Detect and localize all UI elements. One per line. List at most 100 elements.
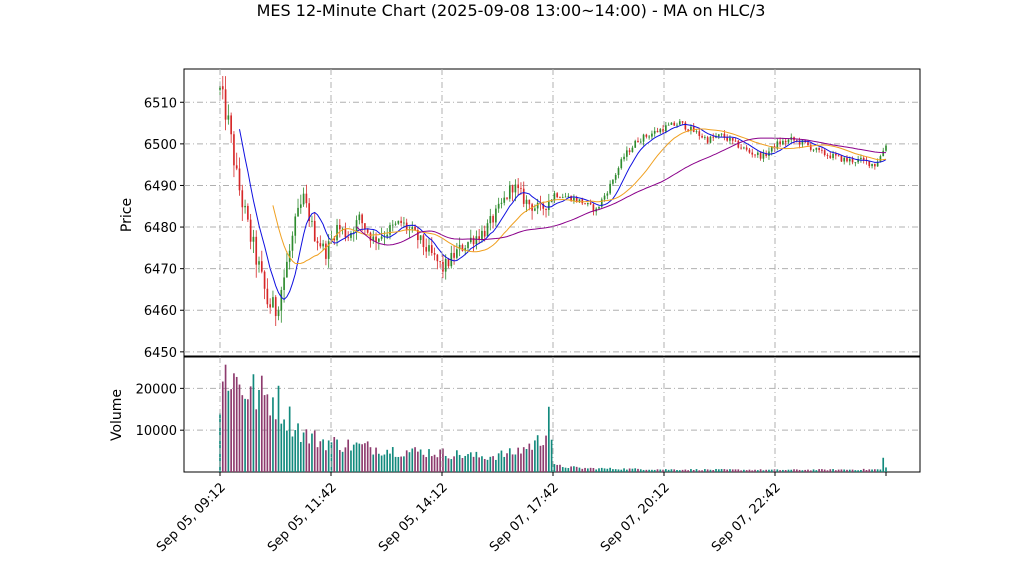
candle-body [564, 196, 567, 198]
candle-body [759, 152, 762, 159]
volume-bar [258, 390, 260, 472]
volume-bar [514, 454, 517, 472]
volume-bar [383, 454, 386, 472]
candle-body [247, 205, 249, 220]
volume-bar [230, 389, 232, 472]
price-tick-label: 6450 [144, 346, 177, 361]
candle-body [508, 185, 511, 199]
candle-body [338, 225, 341, 230]
candle-body [642, 134, 645, 142]
candle-body [676, 124, 678, 126]
volume-bar [826, 470, 829, 472]
volume-bar [302, 432, 305, 472]
volume-bar [832, 469, 834, 472]
chart-title: MES 12-Minute Chart (2025-09-08 13:00~14… [257, 1, 766, 20]
candle-body [414, 226, 416, 230]
volume-bar [882, 457, 885, 472]
volume-bar [759, 469, 762, 472]
volume-bar [469, 452, 472, 472]
candle-body [439, 261, 441, 262]
volume-bar [720, 469, 723, 472]
candle-body [352, 232, 355, 234]
candle-body [467, 242, 469, 249]
volume-bar [508, 448, 511, 472]
candle-body [731, 137, 734, 141]
candle-body [600, 199, 603, 207]
candle-body [687, 129, 689, 131]
volume-bar [634, 468, 637, 472]
candle-body [846, 157, 848, 162]
candle-body [266, 288, 269, 305]
volume-bar [233, 373, 235, 472]
volume-bar [559, 464, 561, 472]
candle-body [260, 261, 263, 272]
volume-bar [313, 430, 316, 472]
volume-bar [678, 470, 681, 472]
volume-bar [397, 456, 400, 472]
candle-body [277, 310, 280, 317]
volume-bar [575, 466, 578, 472]
candle-body [500, 202, 503, 204]
candle-body [879, 156, 882, 162]
volume-bar [489, 456, 492, 472]
volume-bar [286, 430, 288, 472]
candle-body [389, 225, 391, 235]
candle-body [475, 236, 478, 245]
candle-body [433, 252, 436, 255]
candle-body [489, 216, 492, 224]
candle-body [823, 150, 826, 155]
candle-body [481, 230, 483, 240]
candle-body [770, 146, 773, 152]
candle-body [386, 234, 389, 237]
candle-body [453, 252, 455, 258]
candle-body [812, 149, 815, 151]
moving-averages [239, 123, 887, 301]
candle-body [525, 199, 528, 204]
candle-body [835, 153, 837, 156]
volume-bar [283, 419, 285, 472]
volume-tick-label: 10000 [136, 424, 177, 439]
volume-bar [857, 470, 859, 472]
candle-body [249, 219, 252, 242]
candle-body [695, 131, 698, 133]
candle-body [550, 200, 553, 202]
candle-body [706, 137, 709, 143]
volume-bar [442, 448, 444, 472]
candle-body [628, 150, 631, 153]
volume-bar [879, 469, 882, 472]
candle-body [801, 140, 804, 145]
volume-bar [642, 469, 645, 472]
volume-bar [628, 468, 631, 472]
volume-bar [787, 469, 790, 472]
candle-body [263, 271, 266, 289]
volume-bar [709, 469, 712, 472]
candle-body [545, 208, 547, 210]
volume-bar [444, 455, 447, 472]
volume-bar [626, 469, 628, 472]
candle-body [860, 157, 862, 160]
volume-bar [458, 454, 461, 472]
candle-body [486, 223, 489, 237]
candle-body [316, 241, 319, 244]
volume-bar [478, 457, 480, 472]
candle-body [748, 149, 751, 153]
volume-bar [662, 469, 664, 472]
candle-body [308, 203, 311, 221]
volume-bar [770, 469, 773, 472]
volume-bar [355, 442, 358, 472]
volume-bars [219, 364, 887, 472]
candle-body [815, 147, 818, 150]
candle-body [871, 163, 873, 167]
volume-bar [885, 467, 887, 472]
candle-body [464, 248, 467, 251]
volume-bar [701, 470, 703, 472]
volume-bar [272, 397, 274, 472]
volume-bar [369, 447, 372, 472]
volume-bar [600, 467, 603, 472]
volume-bar [528, 443, 531, 472]
candle-body [458, 244, 461, 250]
candle-body [547, 201, 550, 210]
volume-bar [676, 470, 678, 472]
candle-body [818, 147, 820, 150]
